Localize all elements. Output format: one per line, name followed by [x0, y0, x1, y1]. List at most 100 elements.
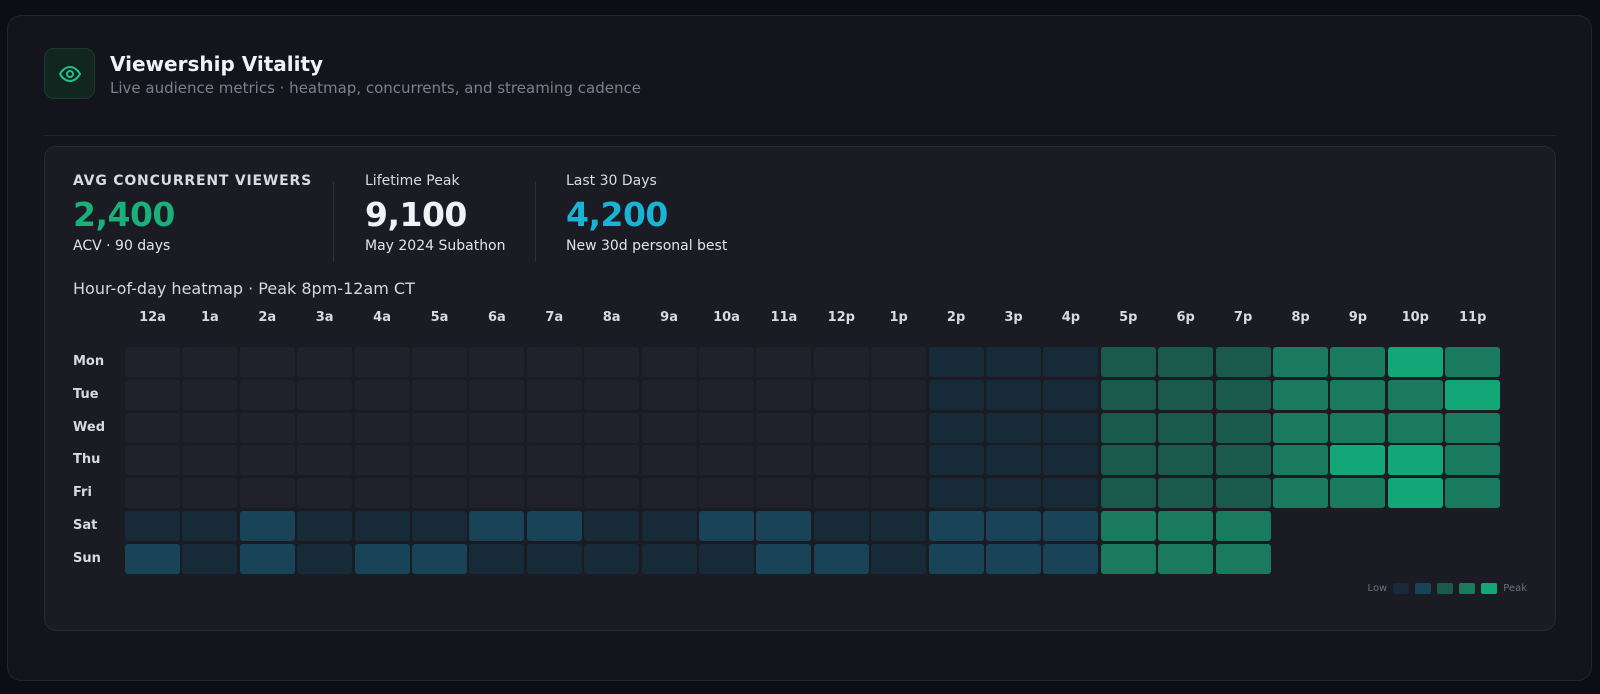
heatmap-cell[interactable] [813, 379, 869, 410]
heatmap-cell[interactable] [354, 412, 410, 443]
heatmap-cell[interactable] [125, 543, 180, 574]
heatmap-cell[interactable] [182, 478, 238, 509]
heatmap-cell[interactable] [1100, 478, 1156, 509]
heatmap-cell[interactable] [1445, 511, 1500, 541]
heatmap-cell[interactable] [354, 379, 410, 410]
heatmap-cell[interactable] [1330, 445, 1386, 476]
heatmap-cell[interactable] [1043, 412, 1099, 443]
heatmap-cell[interactable] [928, 445, 984, 476]
heatmap-cell[interactable] [871, 347, 927, 377]
heatmap-cell[interactable] [986, 478, 1041, 509]
heatmap-cell[interactable] [813, 543, 869, 574]
heatmap-cell[interactable] [928, 379, 984, 410]
heatmap-cell[interactable] [871, 543, 927, 574]
heatmap-cell[interactable] [871, 412, 927, 443]
heatmap-cell[interactable] [239, 412, 295, 443]
heatmap-cell[interactable] [412, 543, 467, 574]
heatmap-cell[interactable] [354, 511, 410, 541]
heatmap-cell[interactable] [699, 347, 754, 377]
heatmap-cell[interactable] [412, 347, 467, 377]
heatmap-cell[interactable] [125, 379, 180, 410]
heatmap-cell[interactable] [584, 511, 640, 541]
heatmap-cell[interactable] [756, 347, 812, 377]
heatmap-cell[interactable] [1273, 544, 1328, 574]
heatmap-cell[interactable] [1158, 412, 1214, 443]
heatmap-cell[interactable] [354, 478, 410, 509]
heatmap-cell[interactable] [354, 347, 410, 377]
heatmap-cell[interactable] [297, 379, 353, 410]
heatmap-cell[interactable] [1387, 347, 1443, 377]
heatmap-cell[interactable] [641, 379, 697, 410]
heatmap-cell[interactable] [641, 445, 697, 476]
heatmap-cell[interactable] [584, 543, 640, 574]
heatmap-cell[interactable] [1387, 445, 1443, 476]
heatmap-cell[interactable] [1273, 412, 1328, 443]
heatmap-cell[interactable] [1215, 379, 1271, 410]
heatmap-cell[interactable] [1387, 412, 1443, 443]
heatmap-cell[interactable] [1273, 445, 1328, 476]
heatmap-cell[interactable] [1215, 511, 1271, 541]
heatmap-cell[interactable] [986, 379, 1041, 410]
heatmap-cell[interactable] [1387, 478, 1443, 509]
heatmap-cell[interactable] [1043, 511, 1099, 541]
heatmap-cell[interactable] [986, 511, 1041, 541]
heatmap-cell[interactable] [469, 379, 525, 410]
heatmap-cell[interactable] [1043, 543, 1099, 574]
heatmap-cell[interactable] [699, 543, 754, 574]
heatmap-cell[interactable] [813, 445, 869, 476]
heatmap-cell[interactable] [297, 511, 353, 541]
heatmap-cell[interactable] [1330, 412, 1386, 443]
heatmap-cell[interactable] [756, 445, 812, 476]
heatmap-cell[interactable] [1388, 544, 1443, 574]
heatmap-cell[interactable] [699, 379, 754, 410]
heatmap-cell[interactable] [871, 511, 927, 541]
heatmap-cell[interactable] [412, 412, 467, 443]
heatmap-cell[interactable] [986, 445, 1041, 476]
heatmap-cell[interactable] [756, 478, 812, 509]
heatmap-cell[interactable] [1445, 478, 1501, 509]
heatmap-cell[interactable] [641, 412, 697, 443]
heatmap-cell[interactable] [871, 445, 927, 476]
heatmap-cell[interactable] [297, 347, 353, 377]
heatmap-cell[interactable] [125, 445, 180, 476]
heatmap-cell[interactable] [297, 543, 353, 574]
heatmap-cell[interactable] [1043, 347, 1099, 377]
heatmap-cell[interactable] [469, 412, 525, 443]
heatmap-cell[interactable] [1043, 478, 1099, 509]
heatmap-cell[interactable] [1158, 478, 1214, 509]
heatmap-cell[interactable] [756, 511, 812, 541]
heatmap-cell[interactable] [1330, 544, 1385, 574]
heatmap-cell[interactable] [526, 543, 582, 574]
heatmap-cell[interactable] [412, 379, 467, 410]
heatmap-cell[interactable] [1043, 379, 1099, 410]
heatmap-cell[interactable] [928, 543, 984, 574]
heatmap-cell[interactable] [986, 412, 1041, 443]
heatmap-cell[interactable] [125, 478, 180, 509]
heatmap-cell[interactable] [813, 511, 869, 541]
heatmap-cell[interactable] [412, 445, 467, 476]
heatmap-cell[interactable] [871, 379, 927, 410]
heatmap-cell[interactable] [1215, 412, 1271, 443]
heatmap-cell[interactable] [1215, 347, 1271, 377]
heatmap-cell[interactable] [125, 412, 180, 443]
heatmap-cell[interactable] [699, 478, 754, 509]
heatmap-cell[interactable] [1100, 412, 1156, 443]
heatmap-cell[interactable] [354, 445, 410, 476]
heatmap-cell[interactable] [1158, 347, 1214, 377]
heatmap-cell[interactable] [584, 379, 640, 410]
heatmap-cell[interactable] [1330, 478, 1386, 509]
heatmap-cell[interactable] [1388, 511, 1443, 541]
heatmap-cell[interactable] [526, 379, 582, 410]
heatmap-cell[interactable] [756, 379, 812, 410]
heatmap-cell[interactable] [1445, 445, 1501, 476]
heatmap-cell[interactable] [584, 445, 640, 476]
heatmap-cell[interactable] [182, 445, 238, 476]
heatmap-cell[interactable] [239, 511, 295, 541]
heatmap-cell[interactable] [1445, 412, 1501, 443]
heatmap-cell[interactable] [1158, 445, 1214, 476]
heatmap-cell[interactable] [1158, 511, 1214, 541]
heatmap-cell[interactable] [928, 478, 984, 509]
heatmap-cell[interactable] [928, 347, 984, 377]
heatmap-cell[interactable] [1445, 379, 1501, 410]
heatmap-cell[interactable] [1215, 478, 1271, 509]
